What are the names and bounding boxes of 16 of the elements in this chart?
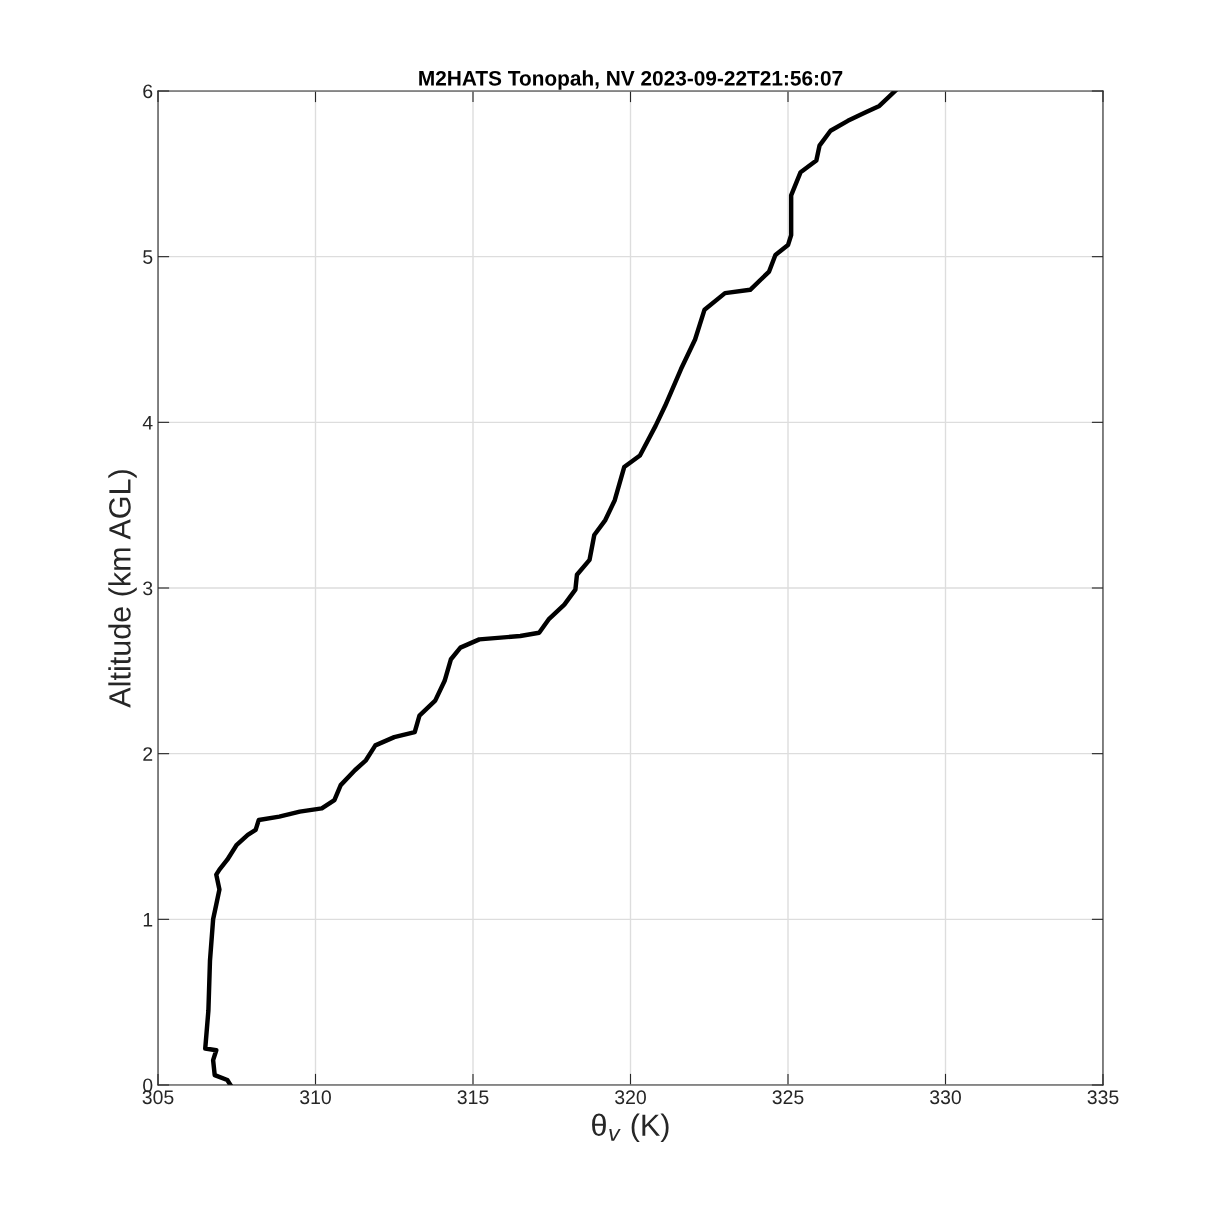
y-tick-label: 5: [143, 250, 153, 264]
x-tick-label: 330: [930, 1090, 961, 1105]
x-tick-label: 310: [300, 1090, 331, 1105]
y-tick-label: 1: [143, 913, 153, 927]
x-tick-label: 315: [457, 1090, 489, 1105]
y-tick-label: 2: [143, 747, 153, 761]
x-axis-title: θ$_{v}$ (K): [592, 1113, 669, 1143]
chart-title: M2HATS Tonopah, NV 2023-09-22T21:56:07: [419, 70, 843, 90]
x-tick-label: 320: [615, 1090, 646, 1105]
y-tick-label: 6: [143, 84, 153, 99]
y-axis-title: Altitude (km AGL): [108, 470, 137, 708]
x-tick-label: 335: [1087, 1090, 1119, 1105]
y-tick-label: 4: [142, 416, 153, 430]
x-tick-label: 325: [772, 1090, 804, 1105]
line-series: [203, 91, 898, 1085]
y-tick-label: 3: [143, 581, 153, 596]
